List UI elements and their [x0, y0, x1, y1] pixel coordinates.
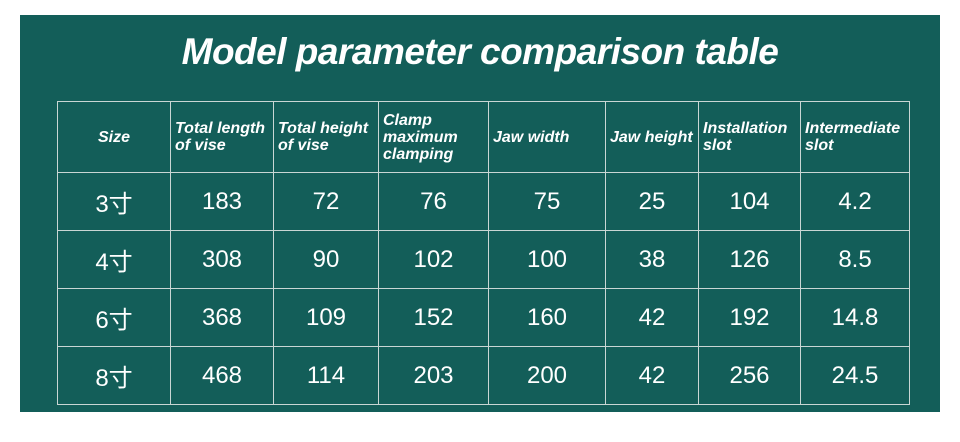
- value-cell: 42: [605, 288, 699, 347]
- value-cell: 114: [273, 346, 379, 405]
- table-row: 6寸 368 109 152 160 42 192 14.8: [57, 288, 910, 347]
- value-cell: 14.8: [800, 288, 910, 347]
- value-cell: 100: [488, 230, 606, 289]
- column-header: Intermediate slot: [800, 101, 910, 173]
- table-row: 4寸 308 90 102 100 38 126 8.5: [57, 230, 910, 289]
- value-cell: 203: [378, 346, 489, 405]
- value-cell: 8.5: [800, 230, 910, 289]
- column-header: Clamp maximum clamping: [378, 101, 489, 173]
- table-row: 3寸 183 72 76 75 25 104 4.2: [57, 172, 910, 231]
- value-cell: 42: [605, 346, 699, 405]
- value-cell: 25: [605, 172, 699, 231]
- size-cell: 3寸: [57, 172, 171, 231]
- size-cell: 4寸: [57, 230, 171, 289]
- column-header: Total length of vise: [170, 101, 274, 173]
- value-cell: 160: [488, 288, 606, 347]
- value-cell: 38: [605, 230, 699, 289]
- column-header: Jaw height: [605, 101, 699, 173]
- column-header: Total height of vise: [273, 101, 379, 173]
- table-body: 3寸 183 72 76 75 25 104 4.2 4寸 308 90 102 100 38 126 8.5…: [57, 172, 910, 405]
- value-cell: 4.2: [800, 172, 910, 231]
- size-cell: 6寸: [57, 288, 171, 347]
- size-cell: 8寸: [57, 346, 171, 405]
- column-header: Jaw width: [488, 101, 606, 173]
- value-cell: 256: [698, 346, 801, 405]
- value-cell: 102: [378, 230, 489, 289]
- value-cell: 24.5: [800, 346, 910, 405]
- value-cell: 192: [698, 288, 801, 347]
- title: Model parameter comparison table: [181, 31, 779, 72]
- value-cell: 75: [488, 172, 606, 231]
- value-cell: 200: [488, 346, 606, 405]
- value-cell: 126: [698, 230, 801, 289]
- value-cell: 104: [698, 172, 801, 231]
- comparison-table: Size Total length of vise Total height of …: [57, 101, 910, 405]
- value-cell: 308: [170, 230, 274, 289]
- panel: Model parameter comparison table Size Tot…: [20, 15, 940, 412]
- value-cell: 183: [170, 172, 274, 231]
- value-cell: 152: [378, 288, 489, 347]
- value-cell: 90: [273, 230, 379, 289]
- header-row: Size Total length of vise Total height of …: [57, 101, 910, 173]
- value-cell: 72: [273, 172, 379, 231]
- value-cell: 368: [170, 288, 274, 347]
- column-header: Size: [57, 101, 171, 173]
- column-header: Installation slot: [698, 101, 801, 173]
- value-cell: 109: [273, 288, 379, 347]
- table-row: 8寸 468 114 203 200 42 256 24.5: [57, 346, 910, 405]
- value-cell: 76: [378, 172, 489, 231]
- value-cell: 468: [170, 346, 274, 405]
